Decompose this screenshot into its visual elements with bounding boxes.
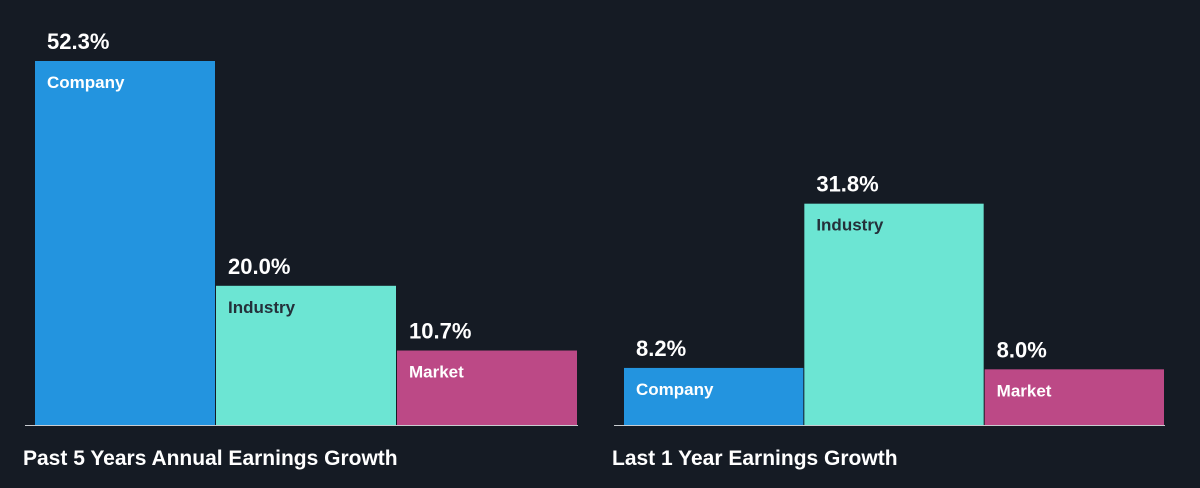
bar-company-1 bbox=[35, 61, 215, 425]
bar-value-label-company: 52.3% bbox=[47, 29, 109, 54]
bar-industry-2 bbox=[804, 203, 984, 425]
bar-category-label-industry: Industry bbox=[816, 216, 884, 235]
bar-category-label-company: Company bbox=[636, 380, 714, 399]
bar-category-label-industry: Industry bbox=[228, 298, 296, 317]
bar-category-label-company: Company bbox=[47, 73, 125, 92]
bar-market-2 bbox=[984, 369, 1164, 425]
chart-title-2: Last 1 Year Earnings Growth bbox=[612, 447, 898, 470]
bar-value-label-industry: 20.0% bbox=[228, 254, 290, 279]
chart-title-1: Past 5 Years Annual Earnings Growth bbox=[23, 447, 398, 470]
bar-category-label-market: Market bbox=[997, 381, 1052, 400]
bar-value-label-market: 10.7% bbox=[409, 319, 471, 344]
bar-value-label-company: 8.2% bbox=[636, 336, 686, 361]
bar-value-label-industry: 31.8% bbox=[816, 172, 878, 197]
bar-category-label-market: Market bbox=[409, 363, 464, 382]
bar-company-2 bbox=[624, 367, 804, 425]
bar-market-1 bbox=[397, 350, 577, 425]
bar-value-label-market: 8.0% bbox=[997, 337, 1047, 362]
bar-industry-1 bbox=[216, 285, 396, 425]
